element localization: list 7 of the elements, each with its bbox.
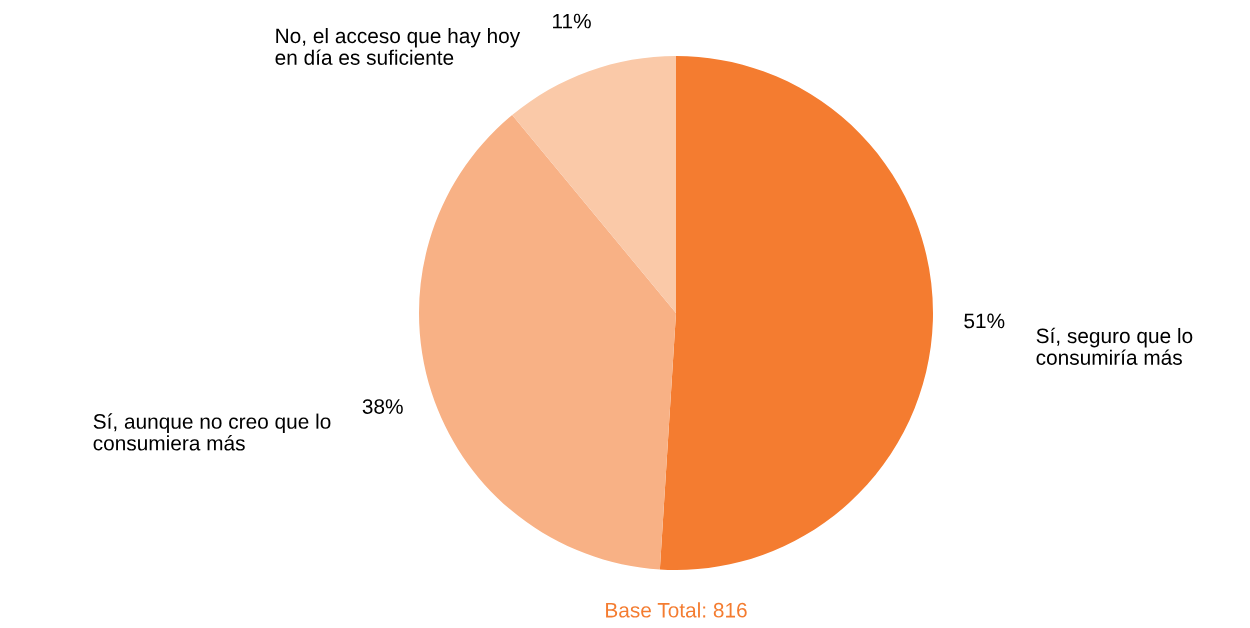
slice-label: Sí, seguro que lo consumiría más [1036,327,1193,365]
data-label: 11% [553,13,591,29]
data-label: 51% [964,313,1005,329]
slice-label: No, el acceso que hay hoy en día es suficiente [275,27,521,65]
slice-label: Sí, aunque no creo que lo consumiera más [93,413,331,451]
data-label: 38% [362,399,403,414]
text: Base Total: 816 [606,602,747,618]
